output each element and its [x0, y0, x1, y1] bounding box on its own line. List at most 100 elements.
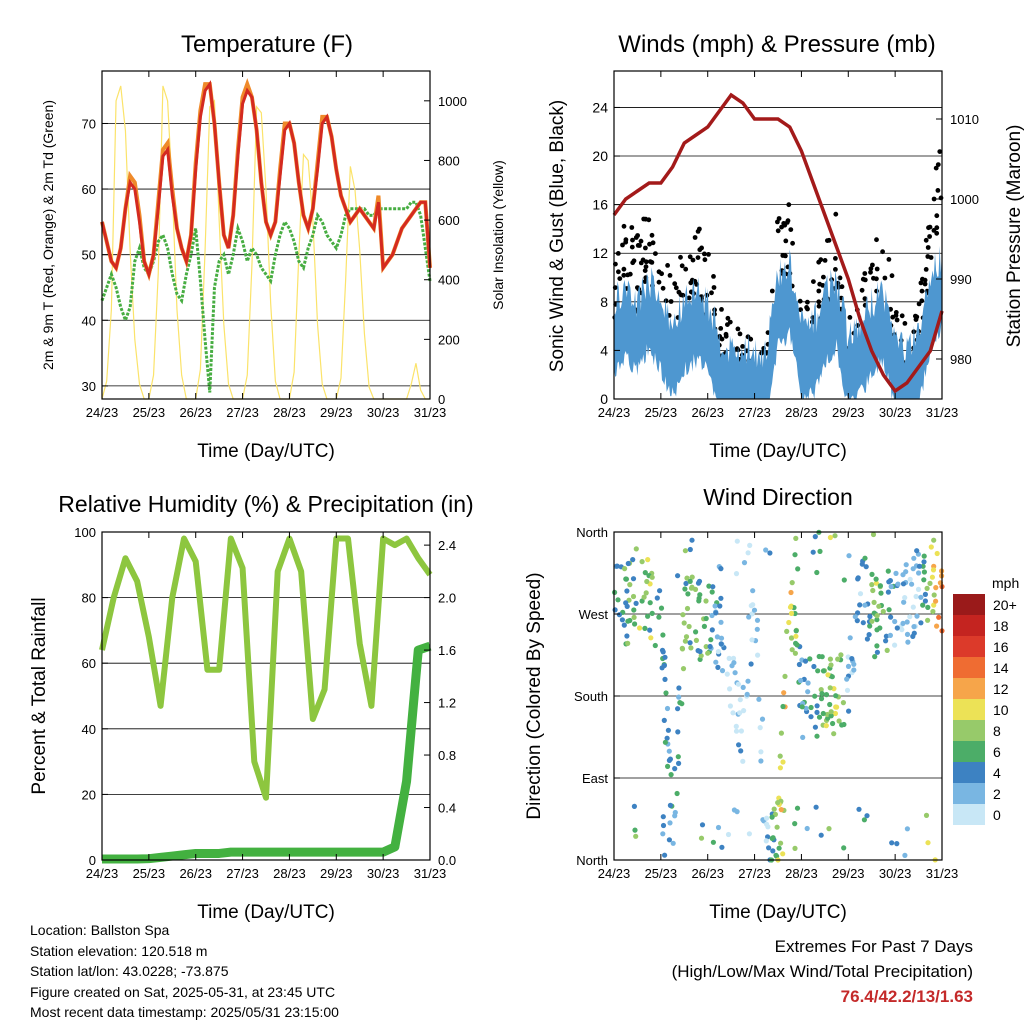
direction-point: [833, 693, 839, 699]
temperature-x-ticks: 24/23 25/23 26/23 27/23 28/23 29/23 30/23 31/23: [86, 71, 447, 420]
direction-point: [805, 689, 811, 695]
direction-point: [849, 656, 855, 662]
y-tick-label: 1000: [438, 94, 467, 109]
temperature-2m-line: [100, 80, 432, 280]
direction-point: [676, 760, 682, 767]
x-tick-label: 31/23: [414, 405, 447, 420]
direction-point: [796, 661, 803, 668]
gust-point: [702, 257, 708, 263]
direction-point: [630, 593, 637, 600]
gust-point: [643, 245, 648, 251]
gust-point: [643, 264, 649, 270]
x-tick-label: 31/23: [414, 866, 447, 881]
direction-point: [733, 571, 740, 577]
direction-point: [784, 628, 790, 635]
direction-point: [922, 598, 929, 604]
direction-point: [901, 599, 907, 605]
gust-point: [811, 279, 816, 284]
direction-point: [921, 559, 927, 565]
gust-point: [642, 279, 648, 284]
direction-point: [922, 591, 929, 598]
direction-point: [687, 640, 693, 646]
gust-point: [617, 276, 623, 281]
direction-point: [795, 566, 801, 572]
direction-point: [892, 642, 898, 648]
x-tick-label: 25/23: [133, 866, 166, 881]
winds-x-label: Time (Day/UTC): [709, 441, 847, 462]
direction-point: [675, 706, 681, 712]
direction-point: [792, 650, 799, 656]
direction-point: [670, 840, 676, 846]
direction-point: [684, 575, 690, 581]
direction-point: [841, 577, 847, 583]
direction-point: [769, 814, 775, 820]
direction-point: [888, 614, 894, 620]
direction-point: [841, 845, 847, 851]
x-tick-label: 24/23: [598, 866, 631, 881]
x-tick-label: 30/23: [367, 866, 400, 881]
direction-y-label: Direction (Colored By Speed): [524, 572, 545, 819]
y-tick-label: North: [576, 525, 608, 540]
direction-point: [776, 845, 782, 851]
gust-point: [780, 253, 786, 258]
direction-point: [718, 635, 725, 641]
relative-humidity-line: [99, 535, 433, 801]
speed-legend: mph 20+ 18 16 14 12 10 8 6 4 2 0: [953, 575, 1019, 825]
legend-swatch: [953, 678, 985, 699]
direction-point: [832, 533, 838, 539]
x-tick-label: 25/23: [133, 405, 166, 420]
gust-point: [934, 225, 940, 231]
gust-point: [641, 216, 647, 222]
direction-point: [828, 709, 834, 715]
direction-point: [836, 718, 842, 724]
direction-point: [709, 589, 715, 595]
direction-point: [676, 685, 682, 691]
x-tick-label: 30/23: [879, 405, 912, 420]
gust-point: [663, 298, 669, 304]
direction-point: [737, 697, 743, 703]
legend-label: 6: [993, 744, 1001, 760]
y-tick-label: East: [582, 771, 608, 786]
temperature-chart-title: Temperature (F): [181, 31, 353, 58]
direction-point: [631, 803, 638, 810]
humidity-y-ticks: 0 20 40 60 80 100: [74, 525, 108, 868]
direction-point: [883, 638, 889, 644]
direction-point: [672, 809, 678, 816]
direction-point: [930, 608, 936, 615]
gust-point: [833, 256, 838, 261]
direction-point: [900, 620, 906, 627]
winds-x-ticks: 24/23 25/23 26/23 27/23 28/23 29/23 30/23 31/23: [598, 71, 958, 420]
x-tick-label: 28/23: [273, 866, 306, 881]
direction-point: [715, 824, 722, 831]
direction-point: [710, 584, 716, 590]
direction-point: [874, 617, 880, 623]
legend-label: 10: [993, 702, 1009, 718]
gust-point: [647, 241, 652, 247]
legend-swatch: [953, 636, 985, 657]
x-tick-label: 24/23: [86, 866, 119, 881]
gust-point: [697, 247, 703, 253]
direction-point: [677, 700, 683, 706]
direction-point: [645, 613, 651, 619]
gust-point: [786, 202, 792, 208]
direction-point: [660, 649, 666, 655]
legend-label: 14: [993, 660, 1009, 676]
gust-point: [818, 257, 824, 263]
direction-point: [892, 618, 898, 625]
legend-swatch: [953, 657, 985, 678]
gust-point: [621, 272, 627, 278]
direction-point: [637, 625, 643, 631]
gust-point: [642, 268, 648, 273]
direction-point: [632, 827, 638, 833]
direction-point: [630, 557, 636, 563]
legend-swatch: [953, 699, 985, 720]
direction-point: [738, 748, 744, 754]
direction-point: [910, 633, 916, 640]
direction-point: [746, 614, 752, 620]
y-tick-label: 100: [74, 525, 96, 540]
gust-point: [748, 336, 754, 342]
y-tick-label: 1010: [950, 112, 979, 127]
y-tick-label: 1.6: [438, 643, 456, 658]
direction-point: [846, 553, 852, 559]
direction-point: [788, 610, 795, 617]
